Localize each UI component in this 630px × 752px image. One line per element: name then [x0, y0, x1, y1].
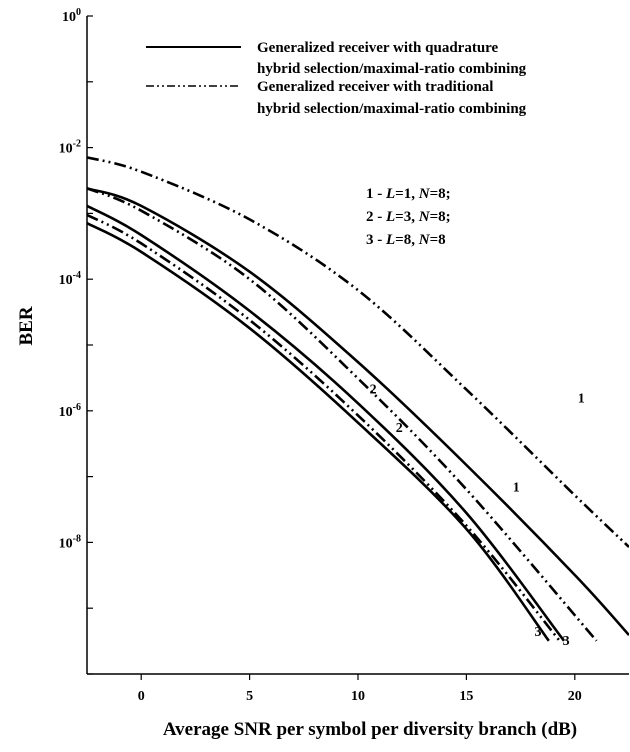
- y-tick-label: 100: [62, 7, 81, 25]
- series-line-case-3-dash-dot-dot: [87, 213, 561, 642]
- x-tick-label: 0: [138, 689, 145, 704]
- legend-entry-line1: Generalized receiver with traditional: [257, 79, 493, 95]
- curve-label: 2: [370, 382, 377, 397]
- case-parameter-1: 1 - L=1, N=8;: [366, 186, 451, 202]
- curve-label: 3: [534, 625, 541, 640]
- case-parameter-2: 2 - L=3, N=8;: [366, 209, 451, 225]
- y-axis-label: BER: [16, 306, 37, 345]
- y-tick-label: 10-8: [59, 533, 81, 551]
- x-axis-label: Average SNR per symbol per diversity bra…: [163, 719, 577, 740]
- legend-entry-line2: hybrid selection/maximal-ratio combining: [257, 61, 527, 77]
- curve-label: 3: [563, 634, 570, 649]
- series-line-case-2-dash-dot-dot: [87, 187, 598, 642]
- x-tick-label: 20: [568, 689, 582, 704]
- x-tick-label: 5: [246, 689, 253, 704]
- legend-entry-line2: hybrid selection/maximal-ratio combining: [257, 101, 527, 117]
- plot-area: 0 5 10 15 20 100 10-2 10-4 10-6 10-8 1 1 2 2 3 3 General…: [59, 7, 629, 704]
- curve-label: 1: [513, 480, 520, 495]
- y-tick-label: 10-6: [59, 402, 81, 420]
- series-line-case-2-solid: [87, 204, 566, 642]
- series-line-case-1-dash-dot-dot: [87, 156, 629, 548]
- x-tick-label: 15: [459, 689, 473, 704]
- series-line-case-3-solid: [87, 222, 550, 642]
- legend-entry-line1: Generalized receiver with quadrature: [257, 40, 499, 56]
- y-tick-label: 10-2: [59, 139, 81, 157]
- curve-label: 2: [396, 421, 403, 436]
- curve-label: 1: [578, 391, 585, 406]
- series-line-case-1-solid: [87, 187, 629, 636]
- case-parameter-3: 3 - L=8, N=8: [366, 232, 446, 248]
- y-tick-label: 10-4: [59, 270, 81, 288]
- x-tick-label: 10: [351, 689, 365, 704]
